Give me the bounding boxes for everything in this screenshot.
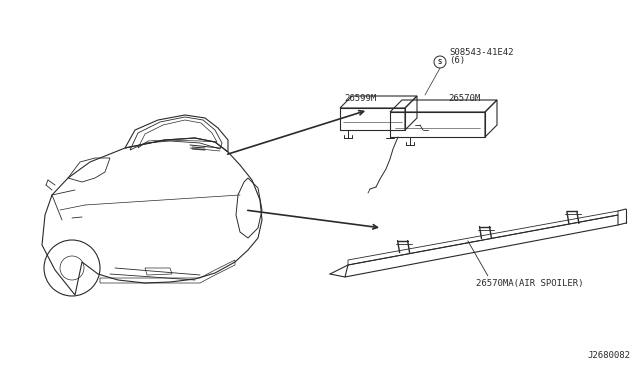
Text: J2680082: J2680082 (587, 351, 630, 360)
Text: 26570MA(AIR SPOILER): 26570MA(AIR SPOILER) (476, 279, 583, 288)
Text: S: S (438, 59, 442, 65)
Text: (6): (6) (449, 56, 465, 65)
Text: 26599M: 26599M (344, 94, 376, 103)
Text: 26570M: 26570M (448, 94, 480, 103)
Text: S08543-41E42: S08543-41E42 (449, 48, 513, 57)
